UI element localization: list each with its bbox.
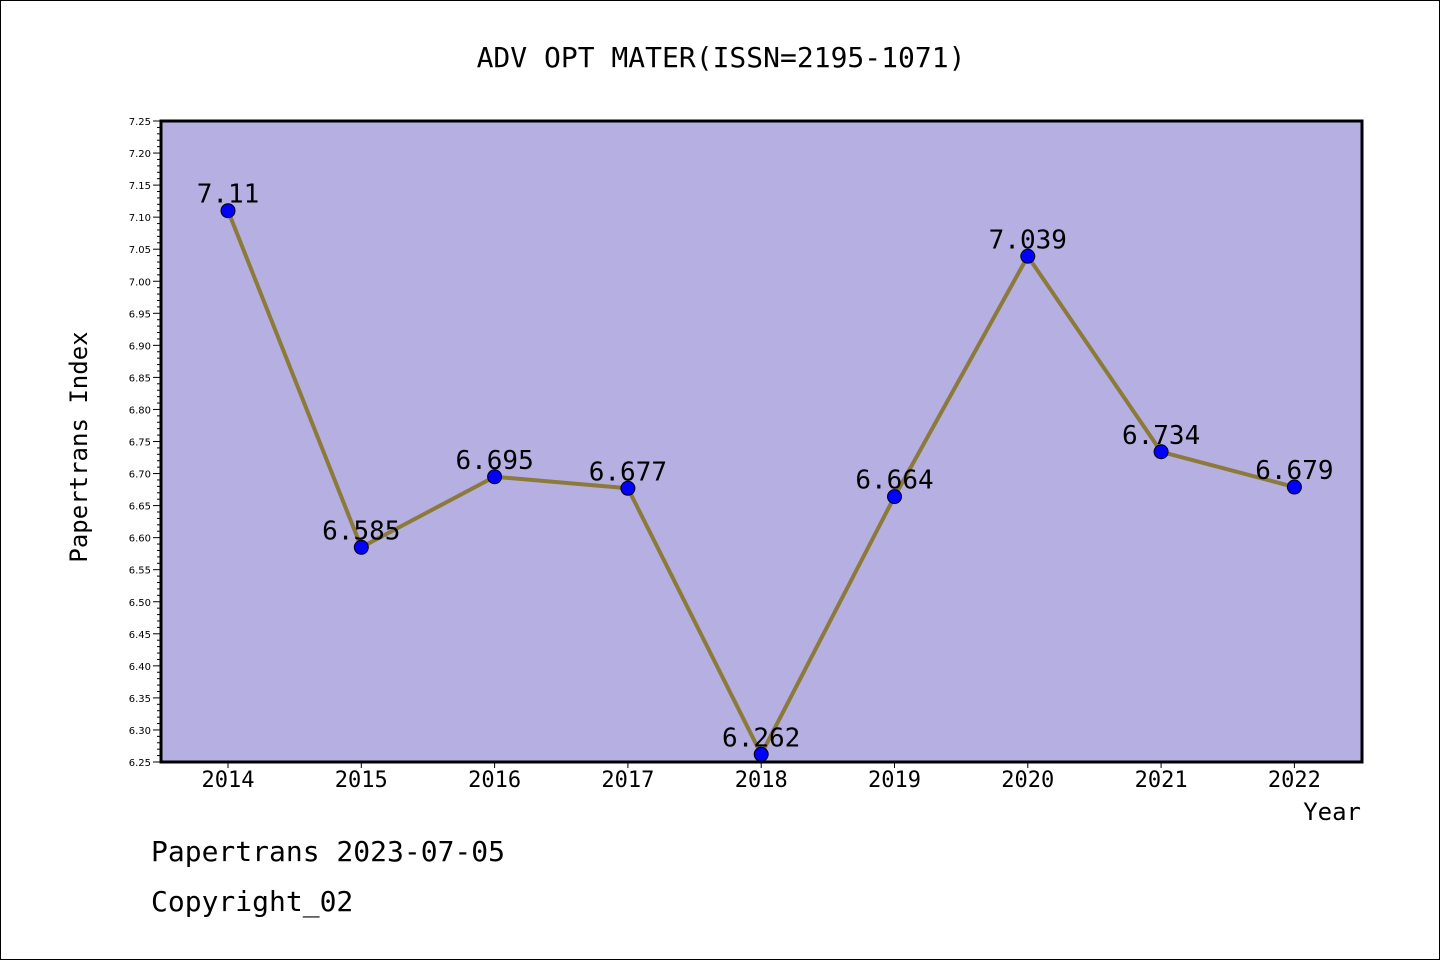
y-tick-label: 6.80	[129, 405, 151, 416]
data-label: 6.585	[322, 516, 400, 546]
y-tick-label: 6.30	[129, 726, 151, 737]
y-tick-label: 6.60	[129, 534, 151, 545]
data-point	[1020, 248, 1036, 264]
data-label: 6.664	[855, 466, 933, 496]
x-tick-label: 2021	[1135, 768, 1188, 793]
data-point	[353, 539, 369, 555]
x-tick-label: 2019	[868, 768, 921, 793]
data-point	[487, 469, 503, 485]
plot-area	[159, 119, 1364, 764]
x-tick-label: 2015	[335, 768, 388, 793]
x-tick-label: 2017	[601, 768, 654, 793]
x-tick-label: 2014	[202, 768, 255, 793]
x-tick-label: 2020	[1001, 768, 1054, 793]
x-axis: 2014 2015 2016 2017 2018 2019 2020 2021 2022	[202, 762, 1321, 793]
data-point	[753, 746, 769, 762]
data-label: 6.262	[722, 723, 800, 753]
y-tick-label: 6.65	[129, 502, 151, 513]
footer-date: Papertrans 2023-07-05	[151, 835, 506, 868]
y-tick-label: 6.50	[129, 598, 151, 609]
x-tick-label: 2018	[735, 768, 788, 793]
y-tick-label: 7.10	[129, 213, 151, 224]
y-tick-label: 7.25	[129, 117, 151, 128]
data-label: 6.734	[1122, 421, 1200, 451]
x-tick-label: 2022	[1268, 768, 1321, 793]
y-tick-label: 6.45	[129, 630, 151, 641]
data-label: 7.11	[197, 180, 260, 210]
y-axis: 6.25 6.30 6.35 6.40 6.45 6.50 6.55 6.60 6.65 6.70…	[129, 117, 161, 769]
footer-copyright: Copyright_02	[151, 885, 354, 918]
data-label: 6.695	[455, 446, 533, 476]
data-label: 7.039	[989, 225, 1067, 255]
chart-title: ADV OPT MATER(ISSN=2195-1071)	[477, 41, 966, 74]
data-label: 6.677	[589, 457, 667, 487]
x-tick-label: 2016	[468, 768, 521, 793]
y-tick-label: 6.75	[129, 438, 151, 449]
y-tick-label: 7.15	[129, 181, 151, 192]
y-tick-label: 6.90	[129, 341, 151, 352]
y-tick-label: 6.70	[129, 470, 151, 481]
series: 7.11 6.585 6.695 6.677 6.262 6.664 7.039 6.734 6…	[197, 180, 1334, 762]
y-tick-label: 6.85	[129, 373, 151, 384]
data-label: 6.679	[1255, 456, 1333, 486]
y-tick-label: 6.40	[129, 662, 151, 673]
y-tick-label: 6.55	[129, 566, 151, 577]
data-point	[220, 203, 236, 219]
y-tick-label: 7.05	[129, 245, 151, 256]
data-point	[1286, 479, 1302, 495]
y-tick-label: 6.35	[129, 694, 151, 705]
data-point	[1153, 444, 1169, 460]
x-axis-label: Year	[1303, 798, 1361, 826]
y-tick-label: 6.95	[129, 309, 151, 320]
y-axis-label: Papertrans Index	[65, 331, 93, 562]
data-point	[887, 489, 902, 505]
y-tick-label: 6.25	[129, 758, 151, 769]
data-point	[620, 480, 636, 496]
y-tick-label: 7.20	[129, 149, 151, 160]
y-tick-label: 7.00	[129, 277, 151, 288]
